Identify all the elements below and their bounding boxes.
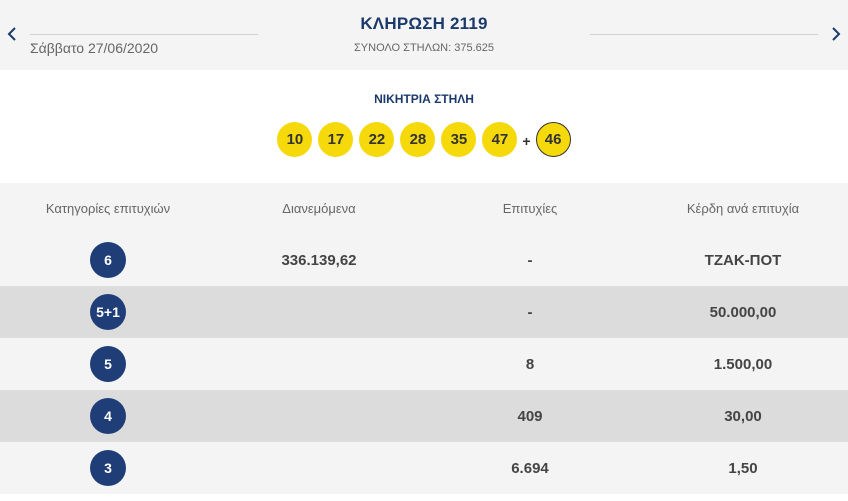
draw-title: ΚΛΗΡΩΣΗ 2119 <box>360 14 488 33</box>
winners-count: 8 <box>525 355 535 373</box>
winning-column-title: ΝΙΚΗΤΡΙΑ ΣΤΗΛΗ <box>374 92 474 106</box>
winning-number: 10 <box>277 121 313 157</box>
table-row: 5 8 1.500,00 <box>0 338 848 390</box>
winning-number: 28 <box>400 121 436 157</box>
joker-number: 46 <box>535 121 571 157</box>
category-badge: 5 <box>90 346 126 382</box>
winners-count: - <box>527 303 533 321</box>
column-header-prize: Κέρδη ανά επιτυχία <box>686 201 800 216</box>
table-row: 4 409 30,00 <box>0 390 848 442</box>
prize-per-winner: ΤΖΑΚ-ΠΟΤ <box>704 251 782 269</box>
plus-sign: + <box>522 133 531 149</box>
table-row: 6 336.139,62 - ΤΖΑΚ-ΠΟΤ <box>0 234 848 286</box>
header-divider-right <box>590 34 818 35</box>
column-header-category: Κατηγορίες επιτυχιών <box>45 201 171 216</box>
chevron-right-icon <box>832 27 841 41</box>
column-header-winners: Επιτυχίες <box>502 201 558 216</box>
table-row: 5+1 - 50.000,00 <box>0 286 848 338</box>
table-row: 3 6.694 1,50 <box>0 442 848 494</box>
chevron-left-icon <box>7 27 16 41</box>
winning-number: 47 <box>482 121 518 157</box>
winning-numbers: 10 17 22 28 35 47 + 46 <box>0 121 848 157</box>
column-header-distributed: Διανεμόμενα <box>282 201 356 216</box>
winners-count: 6.694 <box>511 459 549 477</box>
distributed-amount: 336.139,62 <box>281 251 357 269</box>
winning-number: 22 <box>359 121 395 157</box>
winning-number: 17 <box>318 121 354 157</box>
prize-per-winner: 30,00 <box>724 407 762 425</box>
category-badge: 3 <box>90 450 126 486</box>
category-badge: 4 <box>90 398 126 434</box>
category-badge: 5+1 <box>90 294 126 330</box>
winners-count: 409 <box>517 407 543 425</box>
draw-header: Σάββατο 27/06/2020 ΚΛΗΡΩΣΗ 2119 ΣΥΝΟΛΟ Σ… <box>0 0 848 70</box>
prize-per-winner: 50.000,00 <box>709 303 777 321</box>
winning-number: 35 <box>441 121 477 157</box>
header-divider-left <box>30 34 258 35</box>
prize-per-winner: 1,50 <box>728 459 758 477</box>
draw-date: Σάββατο 27/06/2020 <box>30 40 159 56</box>
category-badge: 6 <box>90 242 126 278</box>
prize-table: Κατηγορίες επιτυχιών Διανεμόμενα Επιτυχί… <box>0 183 848 494</box>
winners-count: - <box>527 251 533 269</box>
prize-per-winner: 1.500,00 <box>713 355 773 373</box>
previous-draw-button[interactable] <box>4 22 20 46</box>
table-header: Κατηγορίες επιτυχιών Διανεμόμενα Επιτυχί… <box>0 183 848 234</box>
total-columns: ΣΥΝΟΛΟ ΣΤΗΛΩΝ: 375.625 <box>353 42 495 54</box>
next-draw-button[interactable] <box>828 22 844 46</box>
